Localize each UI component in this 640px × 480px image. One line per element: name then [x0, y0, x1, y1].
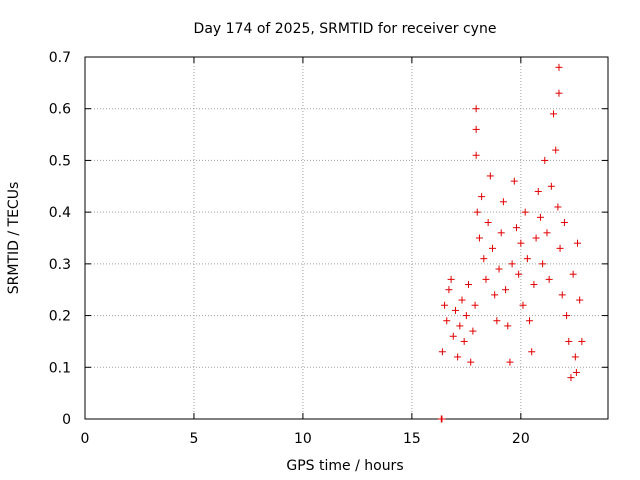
data-point: [456, 322, 464, 330]
y-tick-label: 0.1: [49, 360, 71, 376]
data-point: [491, 291, 499, 299]
data-point: [469, 327, 477, 335]
data-point: [510, 177, 518, 185]
data-point: [528, 348, 536, 356]
data-point: [489, 244, 497, 252]
data-point: [552, 146, 560, 154]
x-tick-label: 0: [81, 431, 90, 447]
data-point: [530, 281, 538, 289]
data-point: [550, 110, 558, 118]
data-point: [555, 63, 563, 71]
data-point: [572, 368, 580, 376]
data-point: [558, 291, 566, 299]
x-tick-label: 15: [403, 431, 421, 447]
data-point: [560, 218, 568, 226]
data-point: [493, 317, 501, 325]
data-point: [556, 244, 564, 252]
data-point: [438, 348, 446, 356]
x-tick-labels: 0 5 10 15 20: [81, 431, 530, 447]
y-tick-label: 0.6: [49, 102, 71, 118]
y-tick-label: 0.3: [49, 257, 71, 273]
data-point: [534, 187, 542, 195]
data-point: [451, 306, 459, 314]
data-point: [486, 172, 494, 180]
data-point: [543, 229, 551, 237]
data-point: [472, 125, 480, 133]
data-point: [465, 281, 473, 289]
data-point: [541, 156, 549, 164]
data-point: [472, 151, 480, 159]
data-point: [545, 275, 553, 283]
data-point: [462, 312, 470, 320]
y-tick-label: 0: [62, 412, 71, 428]
x-tick-label: 5: [189, 431, 198, 447]
data-point: [576, 296, 584, 304]
y-tick-label: 0.2: [49, 309, 71, 325]
data-point: [519, 301, 527, 309]
data-point: [569, 270, 577, 278]
data-point: [458, 296, 466, 304]
data-point: [495, 265, 503, 273]
data-point: [506, 358, 514, 366]
y-axis-label: SRMTID / TECUs: [6, 182, 22, 295]
data-point: [578, 337, 586, 345]
data-point: [480, 255, 488, 263]
grid-lines: [85, 57, 608, 419]
chart-title: Day 174 of 2025, SRMTID for receiver cyn…: [194, 21, 497, 37]
data-point: [447, 275, 455, 283]
data-point: [515, 270, 523, 278]
data-point: [508, 260, 516, 268]
y-tick-label: 0.4: [49, 205, 71, 221]
data-point: [478, 193, 486, 201]
data-point: [484, 218, 492, 226]
data-point: [573, 239, 581, 247]
x-tick-label: 20: [512, 431, 530, 447]
data-point: [441, 301, 449, 309]
data-point: [471, 301, 479, 309]
data-point: [521, 208, 529, 216]
data-point: [460, 337, 468, 345]
x-axis-label: GPS time / hours: [286, 458, 403, 474]
data-point: [567, 374, 575, 382]
data-points: [437, 63, 586, 423]
data-point: [499, 198, 507, 206]
data-point: [565, 337, 573, 345]
data-point: [454, 353, 462, 361]
data-point: [475, 234, 483, 242]
data-point: [532, 234, 540, 242]
data-point: [472, 105, 480, 113]
data-point: [473, 208, 481, 216]
x-tick-label: 10: [294, 431, 312, 447]
data-point: [563, 312, 571, 320]
data-point: [482, 275, 490, 283]
data-point: [467, 358, 475, 366]
data-point: [445, 286, 453, 294]
data-point: [502, 286, 510, 294]
data-point: [539, 260, 547, 268]
axis-ticks: [84, 56, 608, 420]
data-point: [512, 224, 520, 232]
y-tick-label: 0.5: [49, 153, 71, 169]
data-point: [571, 353, 579, 361]
data-point: [554, 203, 562, 211]
data-point: [517, 239, 525, 247]
data-point: [443, 317, 451, 325]
data-point: [526, 317, 534, 325]
data-point: [536, 213, 544, 221]
data-point: [523, 255, 531, 263]
y-tick-labels: 0 0.1 0.2 0.3 0.4 0.5 0.6 0.7: [49, 50, 71, 428]
data-point: [547, 182, 555, 190]
y-tick-label: 0.7: [49, 50, 71, 66]
plot-frame: [84, 56, 609, 420]
data-point: [449, 332, 457, 340]
data-point: [504, 322, 512, 330]
data-point: [497, 229, 505, 237]
outlier-point: [438, 415, 446, 423]
data-point: [555, 89, 563, 97]
